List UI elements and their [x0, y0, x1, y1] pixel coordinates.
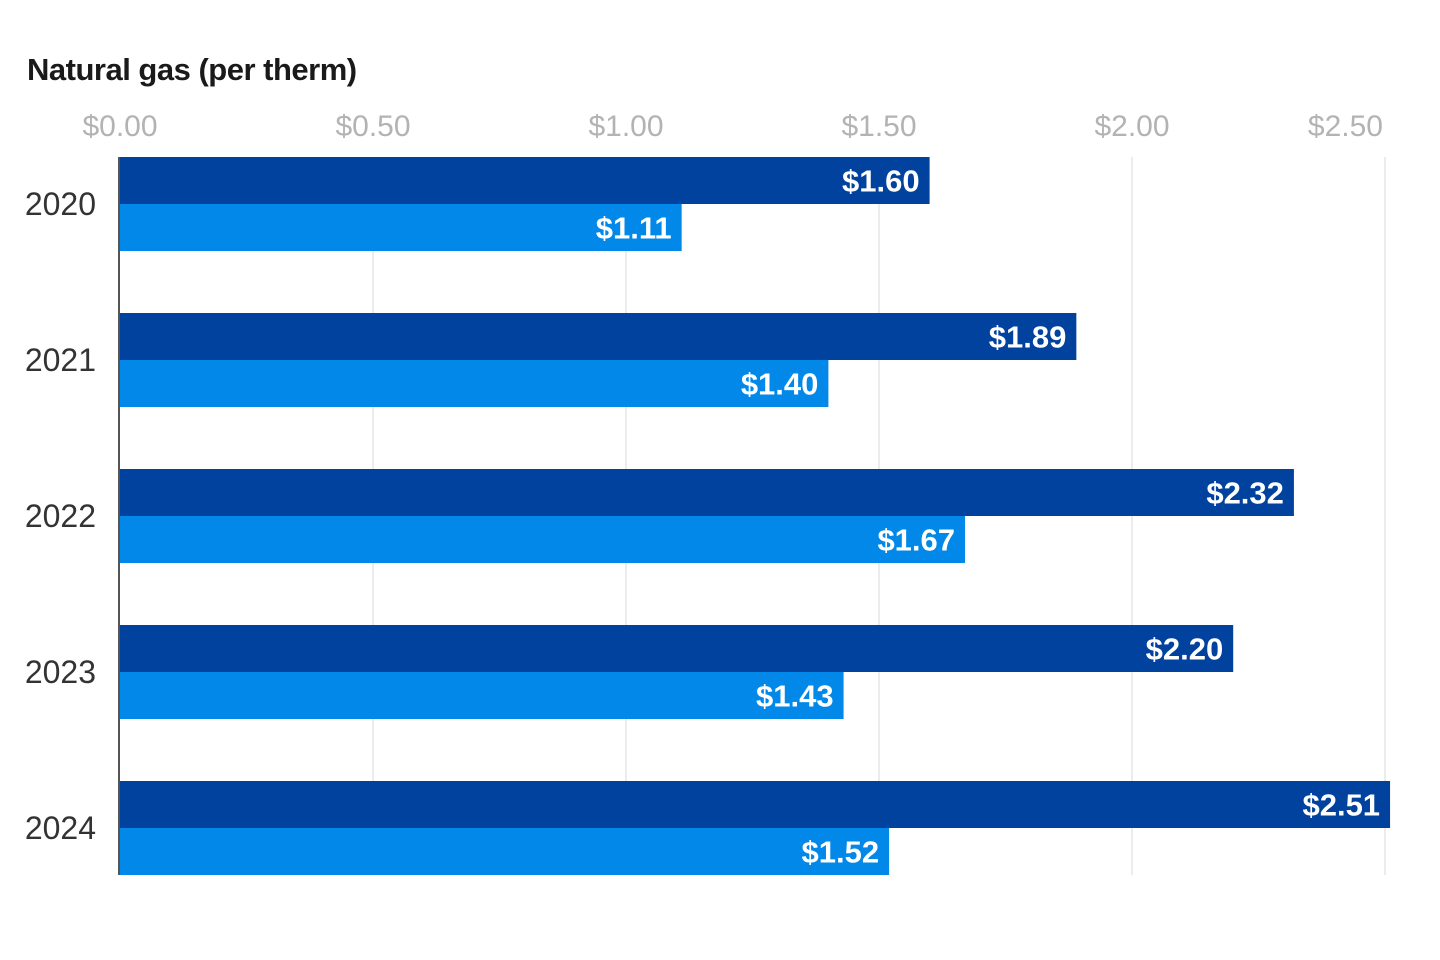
x-tick-label: $2.50 [1308, 110, 1383, 143]
bar [120, 360, 829, 407]
bar-value-label: $2.20 [1146, 632, 1224, 667]
bar-value-label: $1.89 [989, 320, 1067, 355]
y-category-label: 2020 [25, 186, 96, 222]
bar-value-label: $1.40 [741, 367, 819, 402]
bar-value-label: $2.32 [1206, 476, 1284, 511]
bar [120, 469, 1294, 516]
bar [120, 781, 1391, 828]
bar-value-label: $1.52 [802, 835, 880, 870]
bar-value-label: $2.51 [1302, 788, 1380, 823]
bar [120, 157, 930, 204]
x-tick-label: $1.00 [588, 110, 663, 143]
bar [120, 625, 1234, 672]
bar-value-label: $1.11 [596, 211, 672, 246]
bar-value-label: $1.43 [756, 679, 834, 714]
bar [120, 204, 682, 251]
y-category-label: 2021 [25, 342, 96, 378]
bar [120, 516, 966, 563]
bar-value-label: $1.60 [842, 164, 920, 199]
bar [120, 828, 890, 875]
x-tick-label: $1.50 [841, 110, 916, 143]
chart-title: Natural gas (per therm) [27, 52, 357, 87]
x-axis-ticks: $0.00 $0.50 $1.00 $1.50 $2.00 $2.50 [82, 110, 1383, 143]
bar [120, 672, 844, 719]
y-category-label: 2024 [25, 810, 96, 846]
x-tick-label: $2.00 [1094, 110, 1169, 143]
bar-value-label: $1.67 [877, 523, 955, 558]
x-tick-label: $0.00 [82, 110, 157, 143]
bars: $1.60 $1.11 $1.89 $1.40 $2.32 $1.67 $2.20 $1.43… [120, 157, 1391, 875]
y-axis-categories: 2020 2021 2022 2023 2024 [25, 186, 96, 846]
y-category-label: 2022 [25, 498, 96, 534]
x-tick-label: $0.50 [335, 110, 410, 143]
bar [120, 313, 1077, 360]
y-category-label: 2023 [25, 654, 96, 690]
